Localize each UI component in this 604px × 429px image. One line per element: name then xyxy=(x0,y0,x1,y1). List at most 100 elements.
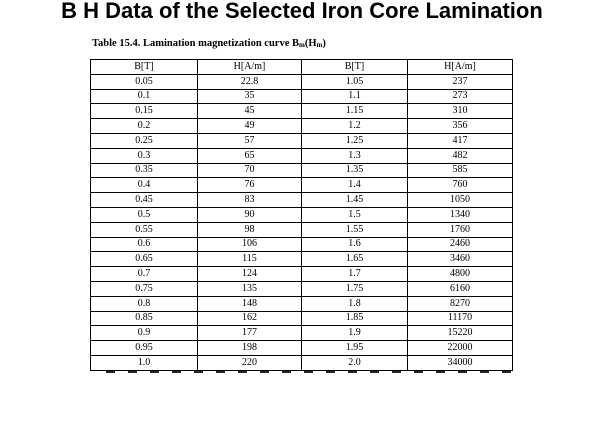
table-row: 0.95 198 1.95 22000 xyxy=(90,340,513,356)
table-caption: Table 15.4. Lamination magnetization cur… xyxy=(92,38,326,49)
table-row: 0.75 135 1.75 6160 xyxy=(90,280,513,297)
table-row: 0.9 177 1.9 15220 xyxy=(90,325,513,342)
table-cell: 98 xyxy=(197,221,302,238)
table-row: 1.0 220 2.0 34000 xyxy=(90,354,513,371)
table-row: 0.25 57 1.25 417 xyxy=(90,132,513,149)
table-cell: 1050 xyxy=(407,192,513,208)
table-row: 0.1 35 1.1 273 xyxy=(90,88,513,105)
table-cell: 1.7 xyxy=(301,266,408,282)
caption-subscript-2: m xyxy=(316,41,323,49)
table-cell: 1.5 xyxy=(301,206,408,223)
table-cell: 237 xyxy=(407,73,513,90)
table-cell: 0.95 xyxy=(90,340,198,356)
table-row: 0.6 106 1.6 2460 xyxy=(90,236,513,253)
table-cell: 124 xyxy=(197,266,302,282)
table-header-row: B[T] H[A/m] B[T] H[A/m] xyxy=(90,59,513,75)
table-cell: 1.25 xyxy=(301,132,408,149)
table-cell: 0.1 xyxy=(90,88,198,105)
table-cell: 76 xyxy=(197,177,302,194)
table-cell: 0.65 xyxy=(90,251,198,268)
table-cell: 0.55 xyxy=(90,221,198,238)
header-h-1: H[A/m] xyxy=(197,59,302,75)
table-cell: 22000 xyxy=(407,340,513,356)
table-cell: 1340 xyxy=(407,206,513,223)
table-cell: 4800 xyxy=(407,266,513,282)
table-cell: 310 xyxy=(407,103,513,120)
table-cell: 115 xyxy=(197,251,302,268)
table-cell: 1.05 xyxy=(301,73,408,90)
table-cell: 45 xyxy=(197,103,302,120)
table-cell: 0.5 xyxy=(90,206,198,223)
table-cell: 106 xyxy=(197,236,302,253)
table-cell: 2.0 xyxy=(301,354,408,371)
table-row: 0.4 76 1.4 760 xyxy=(90,177,513,194)
table-cell: 1.3 xyxy=(301,147,408,164)
table-row: 0.15 45 1.15 310 xyxy=(90,103,513,120)
table-cell: 135 xyxy=(197,280,302,297)
table-row: 0.65 115 1.65 3460 xyxy=(90,251,513,268)
header-b-2: B[T] xyxy=(301,59,408,75)
table-cell: 3460 xyxy=(407,251,513,268)
table-cell: 0.2 xyxy=(90,118,198,134)
caption-text: Table 15.4. Lamination magnetization cur… xyxy=(92,38,299,49)
table-row: 0.7 124 1.7 4800 xyxy=(90,266,513,282)
table-cell: 0.35 xyxy=(90,162,198,179)
table-cell: 0.9 xyxy=(90,325,198,342)
table-cell: 0.85 xyxy=(90,310,198,327)
table-cell: 11170 xyxy=(407,310,513,327)
table-row: 0.2 49 1.2 356 xyxy=(90,118,513,134)
table-cell: 1.45 xyxy=(301,192,408,208)
table-cell: 273 xyxy=(407,88,513,105)
table-cell: 1.2 xyxy=(301,118,408,134)
table-cell: 0.6 xyxy=(90,236,198,253)
table-cell: 1.55 xyxy=(301,221,408,238)
table-row: 0.55 98 1.55 1760 xyxy=(90,221,513,238)
cropped-text-fragment xyxy=(106,371,526,375)
table-cell: 1.65 xyxy=(301,251,408,268)
table-cell: 356 xyxy=(407,118,513,134)
table-cell: 220 xyxy=(197,354,302,371)
table-row: 0.5 90 1.5 1340 xyxy=(90,206,513,223)
table-cell: 34000 xyxy=(407,354,513,371)
table-cell: 2460 xyxy=(407,236,513,253)
table-cell: 1.0 xyxy=(90,354,198,371)
table-cell: 1.6 xyxy=(301,236,408,253)
table-cell: 0.25 xyxy=(90,132,198,149)
table-row: 0.45 83 1.45 1050 xyxy=(90,192,513,208)
table-row: 0.8 148 1.8 8270 xyxy=(90,295,513,312)
table-cell: 162 xyxy=(197,310,302,327)
table-cell: 1.35 xyxy=(301,162,408,179)
table-cell: 65 xyxy=(197,147,302,164)
table-cell: 1.85 xyxy=(301,310,408,327)
table-cell: 6160 xyxy=(407,280,513,297)
table-cell: 0.4 xyxy=(90,177,198,194)
table-cell: 70 xyxy=(197,162,302,179)
table-cell: 90 xyxy=(197,206,302,223)
table-row: 0.85 162 1.85 11170 xyxy=(90,310,513,327)
table-cell: 417 xyxy=(407,132,513,149)
table-row: 0.3 65 1.3 482 xyxy=(90,147,513,164)
table-cell: 0.05 xyxy=(90,73,198,90)
table-cell: 760 xyxy=(407,177,513,194)
table-cell: 15220 xyxy=(407,325,513,342)
table-cell: 49 xyxy=(197,118,302,134)
table-cell: 0.45 xyxy=(90,192,198,208)
table-cell: 1.15 xyxy=(301,103,408,120)
table-cell: 35 xyxy=(197,88,302,105)
table-cell: 1760 xyxy=(407,221,513,238)
table-cell: 482 xyxy=(407,147,513,164)
table-cell: 57 xyxy=(197,132,302,149)
table-cell: 0.3 xyxy=(90,147,198,164)
caption-subscript-1: m xyxy=(299,41,305,49)
table-cell: 177 xyxy=(197,325,302,342)
header-h-2: H[A/m] xyxy=(407,59,513,75)
table-cell: 1.95 xyxy=(301,340,408,356)
table-body: 0.05 22.8 1.05 237 0.1 35 1.1 273 0.15 45 1.15 310 0… xyxy=(90,73,513,371)
caption-mid: (H xyxy=(304,38,317,49)
table-row: 0.35 70 1.35 585 xyxy=(90,162,513,179)
bh-data-table: B[T] H[A/m] B[T] H[A/m] 0.05 22.8 1.05 237 0… xyxy=(90,59,513,371)
table-cell: 148 xyxy=(197,295,302,312)
caption-end: ) xyxy=(322,38,326,49)
table-cell: 83 xyxy=(197,192,302,208)
table-cell: 0.8 xyxy=(90,295,198,312)
